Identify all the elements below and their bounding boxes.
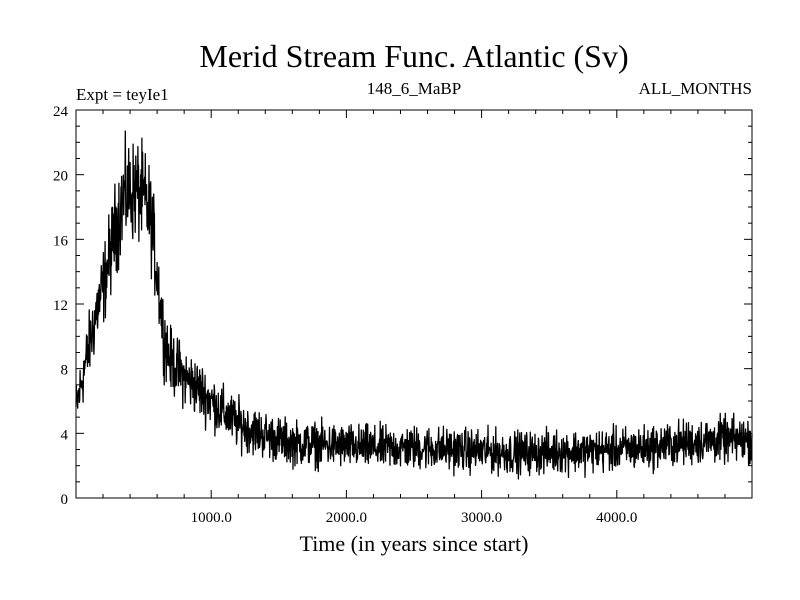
chart-subtitle-right: ALL_MONTHS — [639, 79, 752, 98]
y-tick-label: 20 — [53, 169, 68, 185]
series-line — [75, 130, 753, 480]
x-tick-label: 4000.0 — [596, 510, 637, 526]
y-tick-labels: 0 4 8 12 16 20 24 — [53, 104, 69, 508]
y-tick-label: 16 — [53, 233, 69, 249]
y-tick-label: 8 — [61, 363, 69, 379]
y-tick-label: 24 — [53, 104, 69, 120]
chart-title: Merid Stream Func. Atlantic (Sv) — [199, 38, 628, 74]
x-tick-label: 2000.0 — [326, 510, 367, 526]
plot-frame — [75, 109, 753, 499]
x-axis-label: Time (in years since start) — [300, 531, 529, 556]
y-tick-label: 4 — [61, 427, 69, 443]
x-tick-label: 1000.0 — [191, 510, 232, 526]
chart-subtitle-center: 148_6_MaBP — [367, 79, 461, 98]
x-tick-labels: 1000.0 2000.0 3000.0 4000.0 — [191, 510, 638, 526]
y-tick-label: 0 — [61, 492, 69, 508]
chart-subtitle-left: Expt = teyIe1 — [76, 85, 169, 104]
x-tick-label: 3000.0 — [461, 510, 502, 526]
y-tick-label: 12 — [53, 298, 68, 314]
